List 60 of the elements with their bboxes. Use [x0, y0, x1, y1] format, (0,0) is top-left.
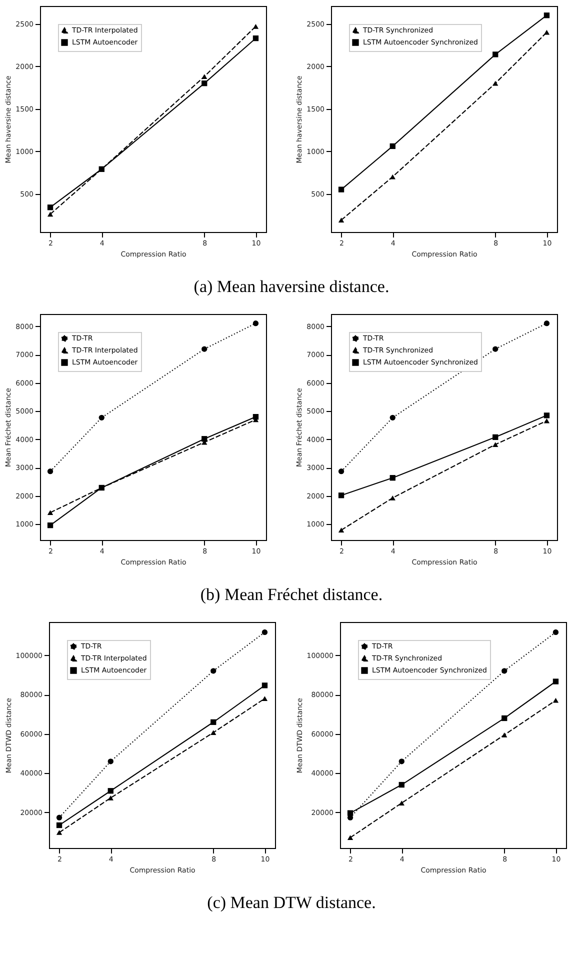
point	[390, 143, 396, 150]
point	[56, 822, 62, 828]
point	[202, 346, 208, 352]
point	[56, 814, 62, 820]
point	[202, 80, 208, 86]
point	[210, 730, 216, 735]
point	[108, 788, 114, 794]
point	[252, 320, 259, 326]
point	[108, 795, 114, 800]
point	[492, 346, 498, 352]
point	[47, 204, 54, 210]
point	[47, 212, 54, 217]
point	[338, 492, 344, 498]
point	[492, 80, 498, 86]
point	[398, 782, 404, 788]
point	[210, 719, 216, 725]
point	[390, 174, 396, 180]
point	[252, 24, 259, 29]
point	[544, 412, 550, 418]
point	[390, 414, 396, 420]
point	[544, 12, 550, 18]
point	[47, 468, 54, 474]
point	[338, 218, 344, 223]
point	[202, 436, 208, 442]
point	[544, 320, 550, 326]
text: (b) Mean Fréchet distance.	[199, 584, 384, 606]
point	[252, 414, 259, 420]
text: (a) Mean haversine distance.	[192, 276, 390, 298]
point	[492, 434, 498, 440]
point	[502, 668, 508, 674]
point	[347, 835, 354, 840]
point	[398, 800, 404, 806]
point	[390, 495, 396, 500]
point	[492, 442, 498, 447]
point	[552, 629, 559, 636]
text: (c) Mean DTW distance.	[206, 892, 377, 914]
point	[98, 414, 104, 420]
point	[338, 528, 344, 533]
point	[252, 35, 259, 42]
point	[338, 468, 344, 474]
point	[398, 758, 404, 764]
point	[56, 830, 62, 835]
point	[338, 186, 344, 192]
point	[108, 758, 114, 764]
point	[47, 510, 54, 516]
point	[390, 475, 396, 481]
point	[544, 418, 550, 424]
point	[347, 810, 354, 816]
point	[502, 715, 508, 722]
point	[262, 629, 268, 636]
point	[544, 30, 550, 35]
point	[552, 698, 559, 703]
point	[262, 696, 268, 702]
point	[262, 682, 268, 688]
point	[202, 74, 208, 79]
point	[47, 522, 54, 528]
point	[502, 732, 508, 738]
point	[210, 668, 216, 674]
point	[492, 52, 498, 58]
point	[552, 678, 559, 684]
